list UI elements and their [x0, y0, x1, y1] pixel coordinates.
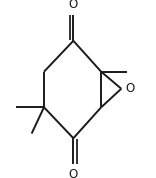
Text: O: O [125, 82, 134, 95]
Text: O: O [69, 168, 78, 178]
Text: O: O [69, 0, 78, 11]
